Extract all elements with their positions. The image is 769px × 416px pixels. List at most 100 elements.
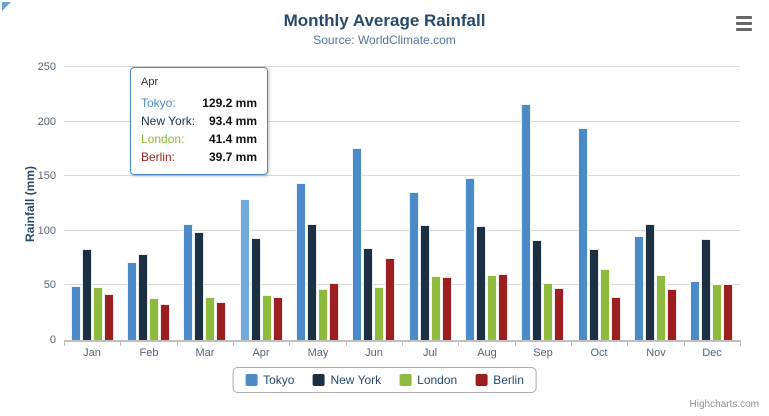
bar-berlin-dec[interactable] xyxy=(723,284,733,340)
x-axis-tick xyxy=(177,340,178,346)
legend-item-berlin[interactable]: Berlin xyxy=(475,373,524,387)
bar-tokyo-nov[interactable] xyxy=(634,236,644,340)
tooltip-series-value: 129.2 mm xyxy=(202,96,257,110)
tooltip-category: Apr xyxy=(141,76,159,88)
tooltip-row: Tokyo: 129.2 mm xyxy=(141,94,257,112)
legend-swatch-icon xyxy=(245,374,258,386)
bar-berlin-mar[interactable] xyxy=(216,302,226,340)
gridline xyxy=(64,121,740,122)
x-axis-label: Apr xyxy=(252,347,270,359)
x-axis-tick xyxy=(233,340,234,346)
bar-tokyo-may[interactable] xyxy=(296,183,306,340)
x-axis-tick xyxy=(64,340,65,346)
legend-item-new-york[interactable]: New York xyxy=(312,373,381,387)
plot-area xyxy=(64,66,741,346)
bar-berlin-nov[interactable] xyxy=(667,289,677,340)
x-axis-tick xyxy=(571,340,572,346)
bar-london-aug[interactable] xyxy=(487,275,497,340)
legend-swatch-icon xyxy=(399,374,412,386)
bar-berlin-feb[interactable] xyxy=(160,304,170,340)
legend-swatch-icon xyxy=(475,374,488,386)
tooltip-row: New York: 93.4 mm xyxy=(141,112,257,130)
bar-new-york-feb[interactable] xyxy=(138,254,148,340)
bar-tokyo-aug[interactable] xyxy=(465,178,475,340)
bar-new-york-mar[interactable] xyxy=(194,232,204,340)
bar-new-york-may[interactable] xyxy=(307,224,317,340)
bar-new-york-oct[interactable] xyxy=(589,249,599,340)
bar-london-jun[interactable] xyxy=(374,287,384,340)
x-axis-tick xyxy=(289,340,290,346)
bar-berlin-jul[interactable] xyxy=(442,277,452,340)
bar-new-york-dec[interactable] xyxy=(701,239,711,340)
legend: Tokyo New York London Berlin xyxy=(232,367,537,393)
bar-berlin-sep[interactable] xyxy=(554,288,564,340)
bar-london-feb[interactable] xyxy=(149,298,159,340)
tooltip-series-value: 93.4 mm xyxy=(208,114,257,128)
bar-new-york-jun[interactable] xyxy=(363,248,373,340)
bar-london-jul[interactable] xyxy=(431,276,441,340)
x-axis-label: Nov xyxy=(646,347,666,359)
x-axis-label: Jul xyxy=(422,347,438,359)
bar-tokyo-sep[interactable] xyxy=(521,104,531,340)
y-axis-label: 0 xyxy=(49,334,56,346)
x-axis-tick xyxy=(120,340,121,346)
bar-tokyo-dec[interactable] xyxy=(690,281,700,340)
bar-london-mar[interactable] xyxy=(205,297,215,340)
bar-london-nov[interactable] xyxy=(656,275,666,340)
x-axis-label: Jan xyxy=(83,347,101,359)
gridline xyxy=(64,66,740,67)
x-axis-label: Jun xyxy=(365,347,383,359)
bar-new-york-jul[interactable] xyxy=(420,225,430,340)
bar-berlin-aug[interactable] xyxy=(498,274,508,340)
x-axis-tick xyxy=(402,340,403,346)
tooltip-table: Tokyo: 129.2 mm New York: 93.4 mm London: 41.… xyxy=(141,94,257,166)
bar-london-apr[interactable] xyxy=(262,295,272,340)
tooltip-row: Berlin: 39.7 mm xyxy=(141,148,257,166)
x-axis-label: Mar xyxy=(195,347,215,359)
tooltip-series-value: 39.7 mm xyxy=(208,150,257,164)
bar-berlin-jan[interactable] xyxy=(104,294,114,340)
bar-london-jan[interactable] xyxy=(93,287,103,340)
bar-tokyo-jul[interactable] xyxy=(409,192,419,340)
tooltip-series-name: New York: xyxy=(141,114,196,128)
legend-label: New York xyxy=(330,373,382,387)
bar-tokyo-oct[interactable] xyxy=(578,128,588,340)
x-axis-label: Dec xyxy=(702,347,722,359)
legend-item-tokyo[interactable]: Tokyo xyxy=(245,373,294,387)
x-axis-tick xyxy=(627,340,628,346)
bar-london-may[interactable] xyxy=(318,289,328,340)
chart-subtitle: Source: WorldClimate.com xyxy=(313,33,456,47)
y-axis-label: 150 xyxy=(37,170,56,182)
bar-tokyo-mar[interactable] xyxy=(183,224,193,340)
legend-swatch-icon xyxy=(312,374,325,386)
bar-tokyo-jan[interactable] xyxy=(71,286,81,340)
legend-label: London xyxy=(417,373,458,387)
export-menu-button[interactable] xyxy=(731,12,757,34)
bar-london-oct[interactable] xyxy=(600,269,610,340)
legend-label: Berlin xyxy=(493,373,524,387)
bar-tokyo-apr[interactable] xyxy=(240,199,250,340)
bar-berlin-apr[interactable] xyxy=(273,297,283,340)
bar-new-york-sep[interactable] xyxy=(532,240,542,340)
bar-berlin-may[interactable] xyxy=(329,283,339,340)
bar-london-dec[interactable] xyxy=(712,284,722,340)
bar-tokyo-jun[interactable] xyxy=(352,148,362,340)
tooltip-series-name: Berlin: xyxy=(141,150,176,164)
chart-title: Monthly Average Rainfall xyxy=(283,11,486,30)
bar-berlin-oct[interactable] xyxy=(611,297,621,340)
bar-new-york-nov[interactable] xyxy=(645,224,655,340)
bar-new-york-aug[interactable] xyxy=(476,226,486,340)
x-axis-label: Sep xyxy=(533,347,553,359)
bar-berlin-jun[interactable] xyxy=(385,258,395,340)
legend-item-london[interactable]: London xyxy=(399,373,457,387)
x-axis-label: Aug xyxy=(477,347,497,359)
gridline xyxy=(64,230,740,231)
bar-london-sep[interactable] xyxy=(543,283,553,340)
x-axis-tick xyxy=(346,340,347,346)
bar-tokyo-feb[interactable] xyxy=(127,262,137,340)
credits-link[interactable]: Highcharts.com xyxy=(689,399,759,410)
bar-new-york-jan[interactable] xyxy=(82,249,92,340)
bar-new-york-apr[interactable] xyxy=(251,238,261,340)
x-axis-tick xyxy=(515,340,516,346)
